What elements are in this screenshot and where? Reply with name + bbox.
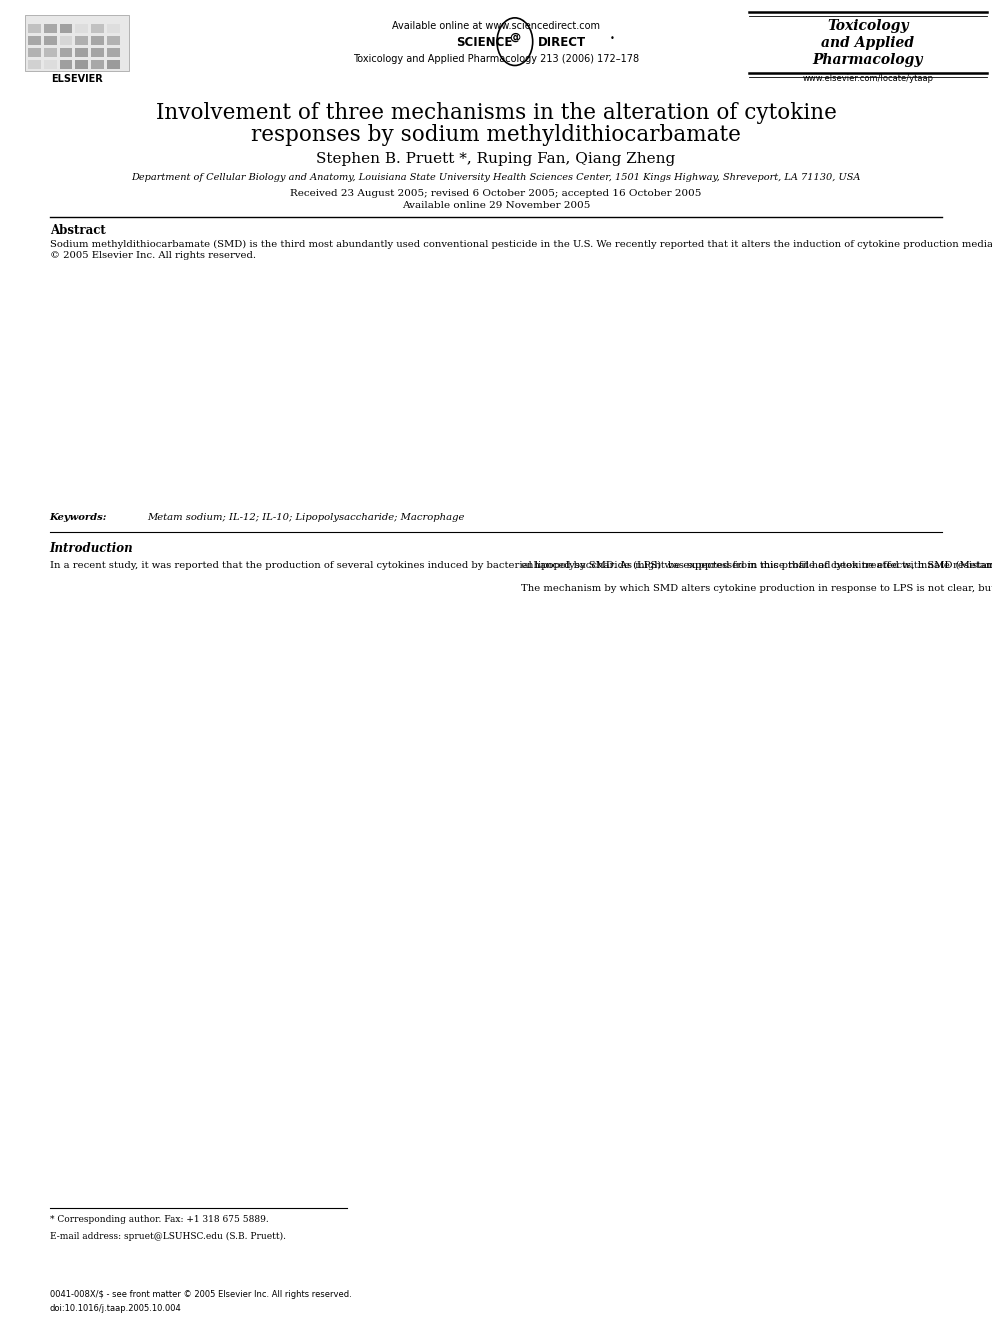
FancyBboxPatch shape [25,15,129,71]
Text: E-mail address: spruet@LSUHSC.edu (S.B. Pruett).: E-mail address: spruet@LSUHSC.edu (S.B. … [50,1232,286,1241]
Bar [107,48,120,57]
Bar [107,60,120,69]
Text: Toxicology: Toxicology [827,19,909,33]
Text: Available online 29 November 2005: Available online 29 November 2005 [402,201,590,210]
Text: Received 23 August 2005; revised 6 October 2005; accepted 16 October 2005: Received 23 August 2005; revised 6 Octob… [291,189,701,198]
Bar [91,36,104,45]
Bar [28,24,41,33]
Bar [107,36,120,45]
Text: Available online at www.sciencedirect.com: Available online at www.sciencedirect.co… [392,21,600,32]
Text: doi:10.1016/j.taap.2005.10.004: doi:10.1016/j.taap.2005.10.004 [50,1304,182,1314]
Bar [28,36,41,45]
Bar [60,48,72,57]
Text: Department of Cellular Biology and Anatomy, Louisiana State University Health Sc: Department of Cellular Biology and Anato… [131,173,861,183]
Text: Metam sodium; IL-12; IL-10; Lipopolysaccharide; Macrophage: Metam sodium; IL-12; IL-10; Lipopolysacc… [147,513,464,523]
Bar [91,24,104,33]
Text: Pharmacology: Pharmacology [812,53,924,67]
Bar [44,60,57,69]
Text: responses by sodium methyldithiocarbamate: responses by sodium methyldithiocarbamat… [251,124,741,147]
Bar [75,24,88,33]
Bar [75,36,88,45]
Bar [75,60,88,69]
Text: Stephen B. Pruett *, Ruping Fan, Qiang Zheng: Stephen B. Pruett *, Ruping Fan, Qiang Z… [316,152,676,167]
Text: Involvement of three mechanisms in the alteration of cytokine: Involvement of three mechanisms in the a… [156,102,836,124]
Text: Introduction: Introduction [50,542,133,556]
Text: SCIENCE: SCIENCE [456,36,513,49]
Text: Toxicology and Applied Pharmacology 213 (2006) 172–178: Toxicology and Applied Pharmacology 213 … [353,54,639,65]
Text: www.elsevier.com/locate/ytaap: www.elsevier.com/locate/ytaap [803,74,933,83]
Text: DIRECT: DIRECT [538,36,586,49]
Text: @: @ [509,32,521,42]
Text: 0041-008X/$ - see front matter © 2005 Elsevier Inc. All rights reserved.: 0041-008X/$ - see front matter © 2005 El… [50,1290,351,1299]
Bar [44,24,57,33]
Text: ELSEVIER: ELSEVIER [52,74,103,85]
Text: Sodium methyldithiocarbamate (SMD) is the third most abundantly used conventiona: Sodium methyldithiocarbamate (SMD) is th… [50,239,992,261]
Bar [91,60,104,69]
Text: In a recent study, it was reported that the production of several cytokines indu: In a recent study, it was reported that … [50,561,992,570]
Text: Keywords:: Keywords: [50,513,107,523]
Bar [60,60,72,69]
Bar [28,60,41,69]
Bar [107,24,120,33]
Bar [44,48,57,57]
Bar [91,48,104,57]
Text: •: • [610,34,615,44]
Text: enhanced by SMD. As might be expected from this profile of cytokine effects, inn: enhanced by SMD. As might be expected fr… [521,561,992,594]
Bar [28,48,41,57]
Text: and Applied: and Applied [821,36,915,50]
Text: * Corresponding author. Fax: +1 318 675 5889.: * Corresponding author. Fax: +1 318 675 … [50,1215,269,1224]
Bar [60,24,72,33]
Bar [75,48,88,57]
Bar [44,36,57,45]
Bar [60,36,72,45]
Text: Abstract: Abstract [50,224,105,237]
